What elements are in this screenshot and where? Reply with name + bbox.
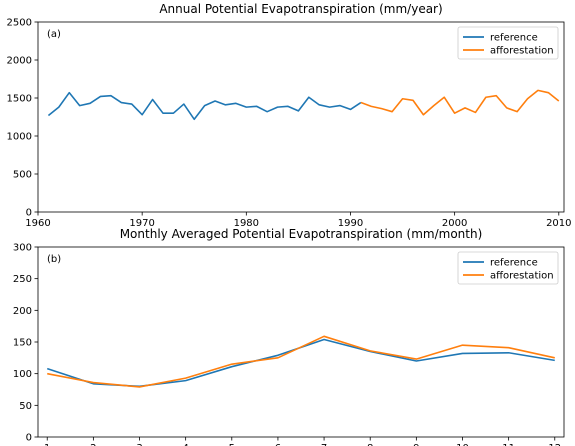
panel-b-x-tick-label: 5 [229, 443, 235, 446]
panel-a-series-line-afforestation [360, 89, 560, 116]
panel-a-plot-frame [37, 21, 565, 213]
panel-b-series-line-afforestation [47, 335, 555, 388]
panel-a-x-tick-label: 1990 [338, 218, 363, 229]
panel-b-x-tick-label: 4 [182, 443, 188, 446]
panel-a-legend-label-afforestation: afforestation [490, 46, 554, 57]
panel-a-y-tick-label: 2500 [7, 18, 32, 29]
panel-b-y-tick-label: 0 [26, 433, 32, 444]
panel-b-legend-label-afforestation: afforestation [490, 271, 554, 282]
panel-a-y-tick-label: 2000 [7, 56, 32, 67]
panel-b-legend [457, 251, 559, 285]
panel-a-x-tick-label: 1980 [234, 218, 259, 229]
panel-a-legend [457, 26, 559, 60]
panel-a-y-tick-label: 1500 [7, 94, 32, 105]
panel-a-series-line-reference [47, 91, 362, 121]
panel-b-y-tick-label: 250 [13, 274, 32, 285]
panel-a-y-tick-label: 500 [13, 170, 32, 181]
panel-a-x-tick-label: 2010 [546, 218, 571, 229]
panel-b-y-tick-label: 200 [13, 306, 32, 317]
panel-a-y-tick-label: 1000 [7, 132, 32, 143]
panel-b-legend-label-reference: reference [490, 258, 538, 269]
panel-b-y-tick-label: 100 [13, 369, 32, 380]
panel-b-title: Monthly Averaged Potential Evapotranspir… [120, 227, 483, 241]
panel-b-x-tick-label: 1 [44, 443, 50, 446]
panel-b-x-tick-label: 11 [502, 443, 515, 446]
panel-b-x-tick-label: 10 [456, 443, 469, 446]
panel-b-x-tick-label: 7 [321, 443, 327, 446]
panel-b-x-tick-label: 3 [136, 443, 142, 446]
panel-a-label: (a) [47, 29, 61, 40]
panel-a-x-tick-label: 1970 [129, 218, 154, 229]
panel-a-y-tick-label: 0 [26, 208, 32, 219]
panel-a-x-tick-label: 2000 [442, 218, 467, 229]
panel-b-x-tick-label: 12 [548, 443, 561, 446]
panel-b-y-tick-label: 150 [13, 338, 32, 349]
panel-b-x-tick-label: 8 [367, 443, 373, 446]
panel-b-y-tick-label: 300 [13, 243, 32, 254]
panel-b-y-tick-label: 50 [19, 401, 32, 412]
panel-b-x-tick-label: 9 [413, 443, 419, 446]
panel-b-label: (b) [47, 254, 61, 265]
panel-a-legend-label-reference: reference [490, 33, 538, 44]
panel-b-x-tick-label: 6 [275, 443, 281, 446]
panel-b-x-tick-label: 2 [90, 443, 96, 446]
panel-a-title: Annual Potential Evapotranspiration (mm/… [159, 2, 442, 16]
panel-a-x-tick-label: 1960 [25, 218, 50, 229]
